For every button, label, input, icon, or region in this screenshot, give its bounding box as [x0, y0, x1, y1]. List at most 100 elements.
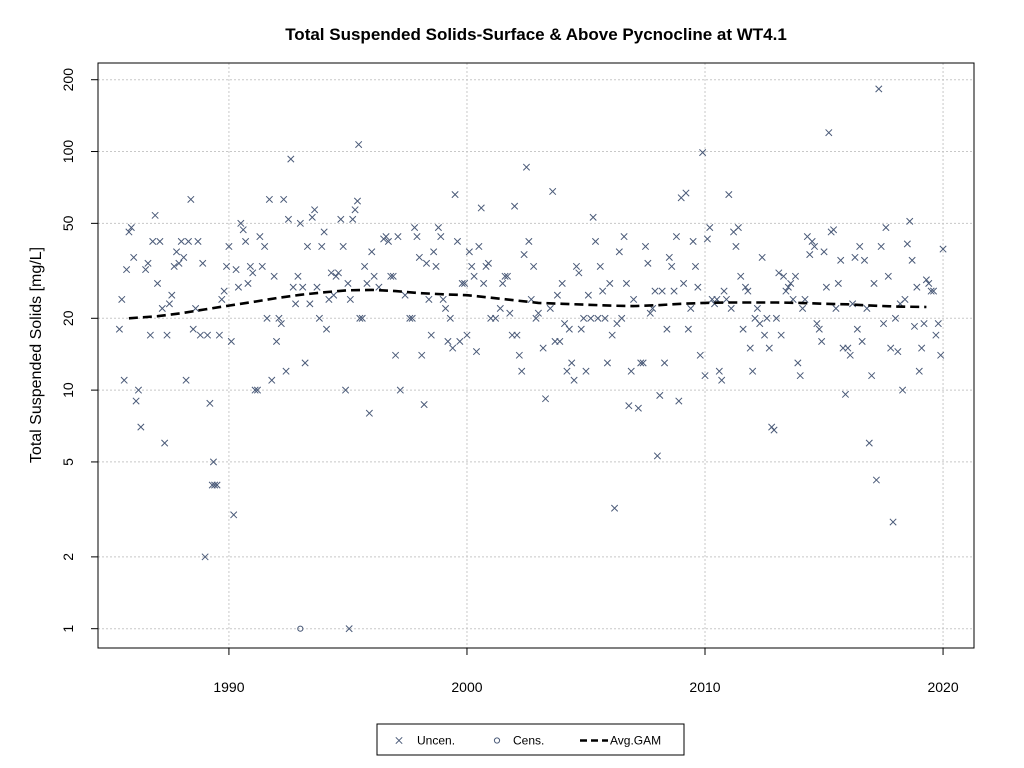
data-point-uncensored: [737, 272, 745, 280]
data-point-uncensored: [361, 262, 369, 270]
data-point-uncensored: [418, 351, 426, 359]
data-point-uncensored: [770, 426, 778, 434]
data-point-uncensored: [182, 376, 190, 384]
data-point-uncensored: [603, 359, 611, 367]
data-point-uncensored: [389, 272, 397, 280]
data-point-uncensored: [480, 279, 488, 287]
data-point-uncensored: [534, 309, 542, 317]
data-point-uncensored: [530, 262, 538, 270]
plot-data: [115, 85, 947, 633]
data-point-uncensored: [142, 266, 150, 274]
data-point-uncensored: [646, 309, 654, 317]
data-point-uncensored: [453, 237, 461, 245]
data-point-uncensored: [306, 300, 314, 308]
data-point-uncensored: [187, 195, 195, 203]
data-point-uncensored: [425, 295, 433, 303]
data-point-uncensored: [872, 476, 880, 484]
data-point-uncensored: [782, 287, 790, 295]
data-point-uncensored: [215, 331, 223, 339]
data-point-uncensored: [594, 314, 602, 322]
data-point-uncensored: [877, 242, 885, 251]
data-point-uncensored: [732, 242, 740, 251]
data-point-uncensored: [330, 291, 338, 299]
data-point-uncensored: [810, 242, 819, 251]
axes: 1990 2000 2010 2020 1 2 5 10 20 50 100 200: [60, 62, 975, 695]
data-point-uncensored: [611, 504, 619, 512]
data-point-uncensored: [387, 272, 395, 280]
data-point-uncensored: [775, 269, 783, 277]
data-point-uncensored: [358, 314, 366, 322]
data-point-uncensored: [272, 337, 281, 345]
data-point-uncensored: [127, 224, 135, 232]
data-point-uncensored: [777, 331, 785, 339]
data-point-uncensored: [173, 248, 181, 256]
data-point-uncensored: [270, 272, 278, 280]
data-point-uncensored: [356, 314, 364, 322]
data-point-uncensored: [384, 237, 392, 245]
data-point-uncensored: [908, 256, 916, 264]
data-point-uncensored: [282, 367, 290, 375]
data-point-uncensored: [292, 300, 300, 308]
data-point-uncensored: [456, 337, 464, 345]
data-point-uncensored: [627, 367, 635, 375]
data-point-uncensored: [177, 237, 185, 245]
data-point-uncensored: [687, 304, 695, 312]
data-point-uncensored: [408, 314, 416, 322]
data-point-uncensored: [120, 376, 128, 384]
data-point-uncensored: [841, 390, 850, 398]
data-point-uncensored: [192, 304, 200, 312]
data-point-uncensored: [891, 314, 899, 322]
y-tick-label: 2: [60, 553, 76, 561]
plot-frame: [97, 62, 975, 649]
data-point-uncensored: [303, 242, 312, 251]
data-point-uncensored: [689, 237, 697, 245]
data-point-uncensored: [720, 287, 728, 295]
data-point-uncensored: [506, 309, 514, 317]
data-point-uncensored: [929, 287, 938, 295]
data-point-uncensored: [549, 187, 557, 196]
data-point-uncensored: [734, 224, 742, 232]
data-point-uncensored: [351, 206, 359, 214]
data-point-uncensored: [749, 367, 757, 375]
y-tick-label: 10: [60, 382, 76, 398]
data-point-uncensored: [787, 279, 795, 287]
data-point-uncensored: [345, 625, 353, 633]
data-point-uncensored: [284, 215, 292, 223]
data-point-uncensored: [156, 237, 164, 245]
data-point-uncensored: [556, 337, 564, 345]
data-point-uncensored: [499, 279, 507, 287]
data-point-uncensored: [870, 279, 878, 287]
data-point-uncensored: [463, 331, 471, 339]
data-point-uncensored: [670, 287, 678, 295]
data-point-uncensored: [518, 367, 526, 375]
data-point-uncensored: [115, 325, 123, 333]
data-point-uncensored: [263, 314, 271, 322]
data-point-uncensored: [780, 272, 788, 280]
data-point-uncensored: [615, 248, 623, 256]
data-point-uncensored: [565, 325, 573, 333]
data-point-uncensored: [580, 314, 588, 322]
data-point-uncensored: [879, 320, 888, 328]
data-point-uncensored: [682, 189, 690, 197]
data-point-uncensored: [599, 287, 607, 295]
data-point-uncensored: [587, 314, 595, 322]
data-point-uncensored: [858, 337, 866, 345]
data-point-uncensored: [320, 228, 328, 236]
data-point-uncensored: [887, 344, 895, 352]
data-point-uncensored: [237, 219, 245, 227]
data-point-uncensored: [427, 331, 435, 339]
data-point-uncensored: [225, 242, 233, 251]
data-point-uncensored: [668, 262, 676, 270]
data-point-uncensored: [277, 320, 285, 328]
data-point-uncensored: [865, 439, 873, 447]
data-point-uncensored: [853, 325, 861, 333]
data-point-uncensored: [123, 266, 131, 274]
data-point-uncensored: [437, 233, 445, 241]
data-point-uncensored: [772, 314, 780, 322]
y-tick-label: 200: [60, 68, 76, 92]
data-point-uncensored: [446, 314, 454, 322]
data-point-uncensored: [301, 359, 309, 367]
data-point-uncensored: [860, 256, 869, 264]
data-point-uncensored: [922, 276, 930, 284]
